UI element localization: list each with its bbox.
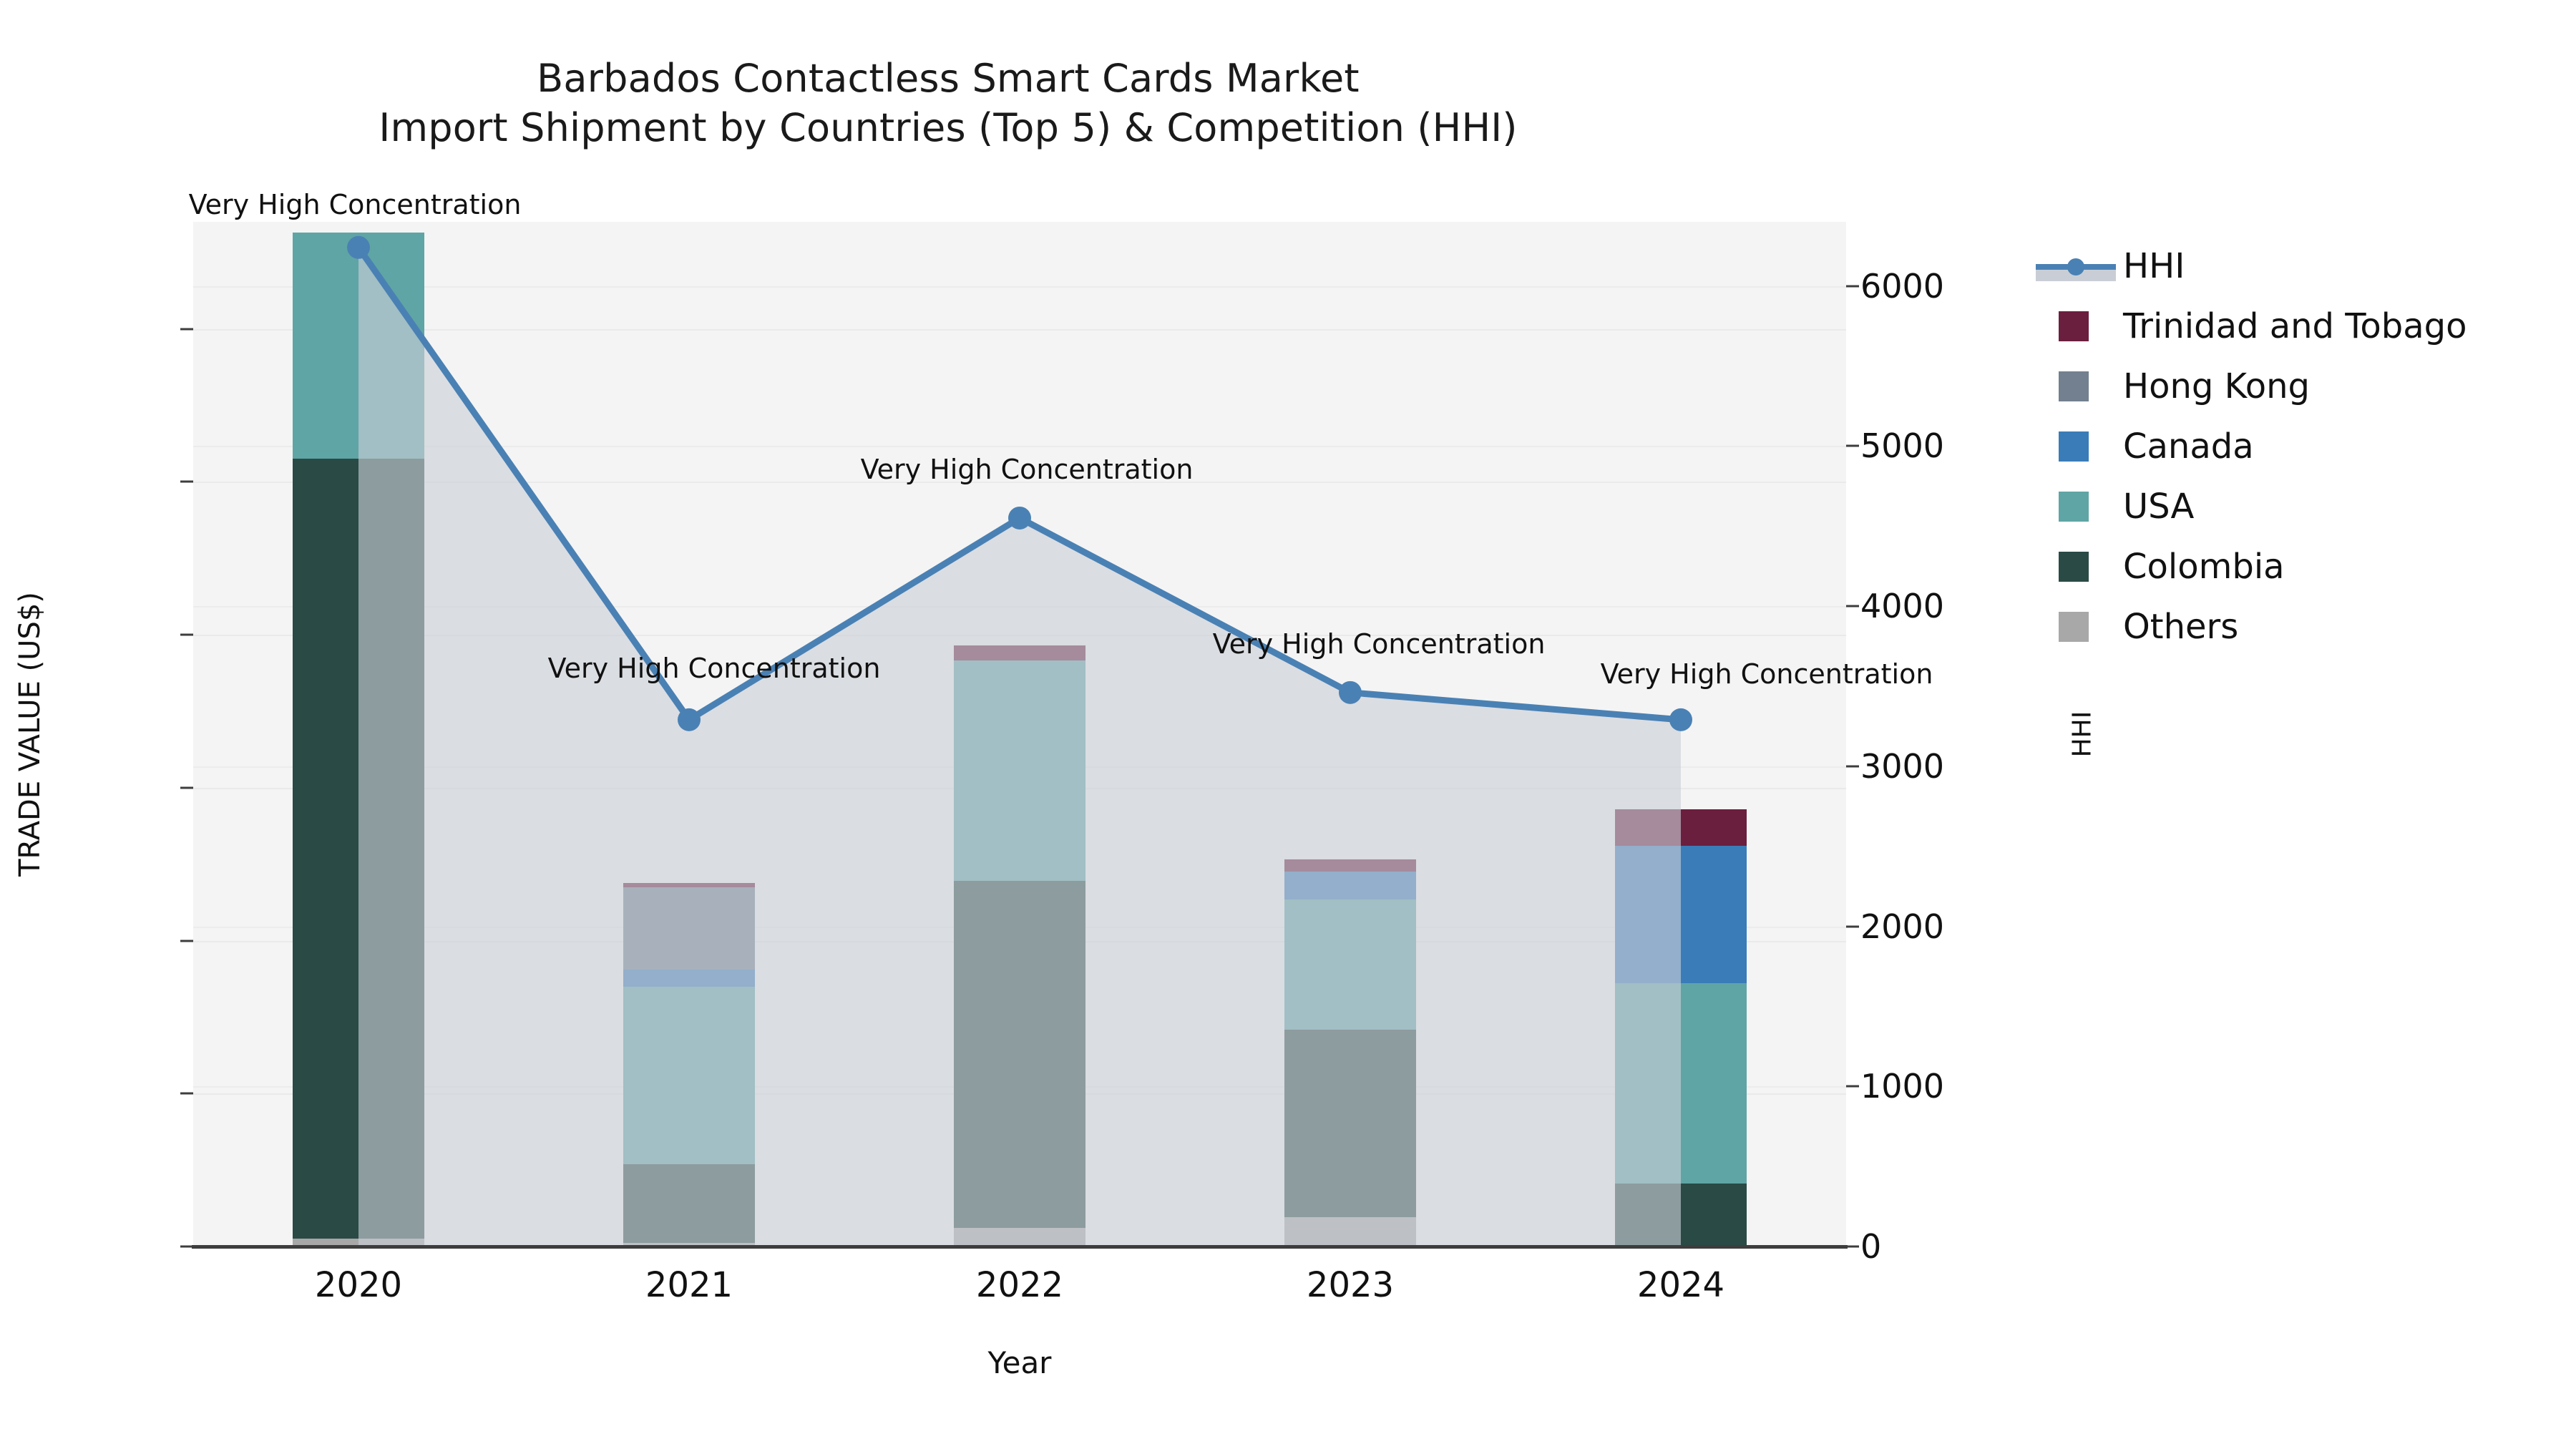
y-tick-label-right: 5000 (1860, 426, 1945, 466)
legend-item-label: Colombia (2123, 547, 2285, 587)
y-tick-mark-right (1846, 605, 1859, 608)
bar-group[interactable] (1614, 222, 1747, 1246)
chart-title-line-1: Barbados Contactless Smart Cards Market (537, 56, 1360, 101)
y-tick-label-right: 3000 (1860, 746, 1945, 786)
legend-item-label: HHI (2123, 246, 2185, 286)
chart-title-line-2: Import Shipment by Countries (Top 5) & C… (379, 105, 1518, 151)
bar-segment[interactable] (1284, 872, 1417, 899)
bar-segment[interactable] (292, 232, 425, 459)
bar-segment[interactable] (953, 645, 1086, 661)
legend-item[interactable]: USA (2036, 477, 2551, 537)
x-axis-label: Year (987, 1345, 1052, 1380)
legend-item-label: USA (2123, 487, 2195, 527)
legend-line-icon (2036, 251, 2116, 281)
bar-segment[interactable] (1614, 846, 1747, 984)
y-tick-mark-left (180, 940, 193, 942)
bar-segment[interactable] (953, 881, 1086, 1229)
y-tick-mark-left (180, 1092, 193, 1095)
chart-legend: HHI Trinidad and Tobago Hong Kong Canada USA… (2036, 236, 2551, 657)
bar-segment[interactable] (1284, 859, 1417, 872)
bar-segment[interactable] (292, 459, 425, 1239)
bar-segment[interactable] (1614, 1184, 1747, 1245)
concentration-annotation: Very High Concentration (188, 188, 522, 220)
y-tick-mark-left (180, 328, 193, 331)
y-tick-mark-right (1846, 444, 1859, 447)
plot-area: Very High Concentration Very High Concent… (14, 189, 2097, 1266)
concentration-annotation: Very High Concentration (1600, 658, 1933, 690)
legend-color-swatch (2059, 371, 2089, 401)
y-axis-label-right: HHI (2067, 711, 2097, 758)
x-tick-label: 2020 (314, 1265, 403, 1305)
x-axis-line (192, 1245, 1848, 1249)
bar-segment[interactable] (623, 887, 756, 970)
legend-item-label: Trinidad and Tobago (2123, 306, 2467, 346)
legend-item[interactable]: Canada (2036, 416, 2551, 477)
bar-segment[interactable] (623, 1163, 756, 1243)
y-tick-mark-left (180, 480, 193, 483)
y-tick-mark-right (1846, 925, 1859, 927)
y-tick-mark-left (180, 1245, 193, 1248)
y-axis-label-left: TRADE VALUE (US$) (14, 592, 47, 877)
bar-segment[interactable] (623, 883, 756, 887)
legend-item[interactable]: Colombia (2036, 537, 2551, 597)
x-tick-label: 2021 (645, 1265, 733, 1305)
bar-segment[interactable] (1284, 899, 1417, 1030)
bar-segment[interactable] (953, 1228, 1086, 1246)
y-tick-mark-right (1846, 285, 1859, 287)
legend-item[interactable]: Others (2036, 597, 2551, 657)
y-tick-mark-left (180, 786, 193, 789)
bar-group[interactable] (292, 222, 425, 1246)
y-tick-label-right: 6000 (1860, 266, 1945, 306)
legend-item[interactable]: HHI (2036, 236, 2551, 296)
bar-segment[interactable] (623, 970, 756, 987)
y-tick-label-right: 1000 (1860, 1067, 1945, 1106)
y-tick-label-right: 0 (1860, 1227, 1882, 1266)
bar-group[interactable] (623, 222, 756, 1246)
legend-color-swatch (2059, 311, 2089, 341)
legend-item[interactable]: Hong Kong (2036, 356, 2551, 416)
y-tick-label-right: 4000 (1860, 587, 1945, 625)
legend-item[interactable]: Trinidad and Tobago (2036, 296, 2551, 356)
bar-group[interactable] (953, 222, 1086, 1246)
bar-segment[interactable] (1614, 809, 1747, 847)
y-tick-mark-left (180, 633, 193, 636)
concentration-annotation: Very High Concentration (860, 453, 1194, 485)
bar-segment[interactable] (1614, 983, 1747, 1184)
bar-segment[interactable] (953, 660, 1086, 882)
legend-color-swatch (2059, 552, 2089, 582)
bar-group[interactable] (1284, 222, 1417, 1246)
y-tick-mark-right (1846, 765, 1859, 768)
bar-segment[interactable] (1284, 1217, 1417, 1246)
concentration-annotation: Very High Concentration (547, 652, 881, 684)
chart-title: Barbados Contactless Smart Cards Market … (0, 54, 1896, 152)
bar-segment[interactable] (623, 986, 756, 1164)
x-tick-label: 2024 (1636, 1265, 1725, 1305)
legend-color-swatch (2059, 612, 2089, 642)
legend-item-label: Others (2123, 607, 2239, 647)
x-tick-label: 2023 (1306, 1265, 1395, 1305)
legend-color-swatch (2059, 431, 2089, 462)
y-tick-mark-right (1846, 1245, 1859, 1248)
x-tick-label: 2022 (975, 1265, 1064, 1305)
bar-segment[interactable] (292, 1239, 425, 1246)
y-tick-mark-right (1846, 1085, 1859, 1088)
legend-item-label: Hong Kong (2123, 366, 2310, 406)
concentration-annotation: Very High Concentration (1212, 628, 1546, 660)
legend-color-swatch (2059, 492, 2089, 522)
y-tick-label-right: 2000 (1860, 907, 1945, 946)
legend-item-label: Canada (2123, 426, 2254, 467)
bar-segment[interactable] (1284, 1029, 1417, 1218)
